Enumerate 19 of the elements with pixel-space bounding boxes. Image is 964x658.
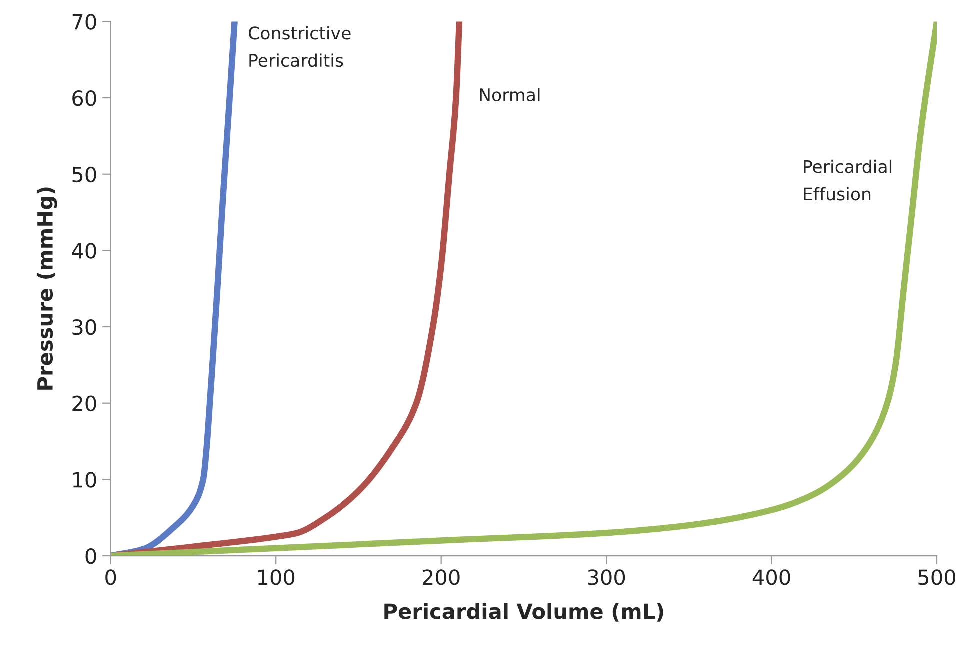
y-tick-label: 0 [86, 548, 96, 564]
y-tick-label: 30 [72, 319, 96, 336]
y-tick-label: 60 [72, 90, 96, 106]
annotation: Constrictive Pericarditis [248, 26, 351, 68]
y-tick-label: 10 [73, 472, 96, 488]
y-tick-label: 20 [72, 396, 96, 412]
x-tick-label: 0 [106, 570, 116, 586]
x-tick-label: 400 [752, 570, 790, 586]
x-axis-title: Pericardial Volume (mL) [384, 603, 664, 622]
x-tick-label: 200 [422, 570, 460, 586]
annotation: Pericardial Effusion [804, 160, 892, 201]
x-tick-label: 500 [918, 570, 956, 586]
x-tick-label: 100 [258, 570, 295, 586]
annotation: Normal [480, 88, 540, 102]
y-tick-label: 50 [72, 166, 96, 183]
x-tick-label: 300 [588, 570, 626, 586]
y-tick-label: 70 [72, 14, 96, 30]
y-axis-title: Pressure (mmHg) [36, 188, 58, 390]
y-tick-label: 40 [72, 243, 96, 259]
